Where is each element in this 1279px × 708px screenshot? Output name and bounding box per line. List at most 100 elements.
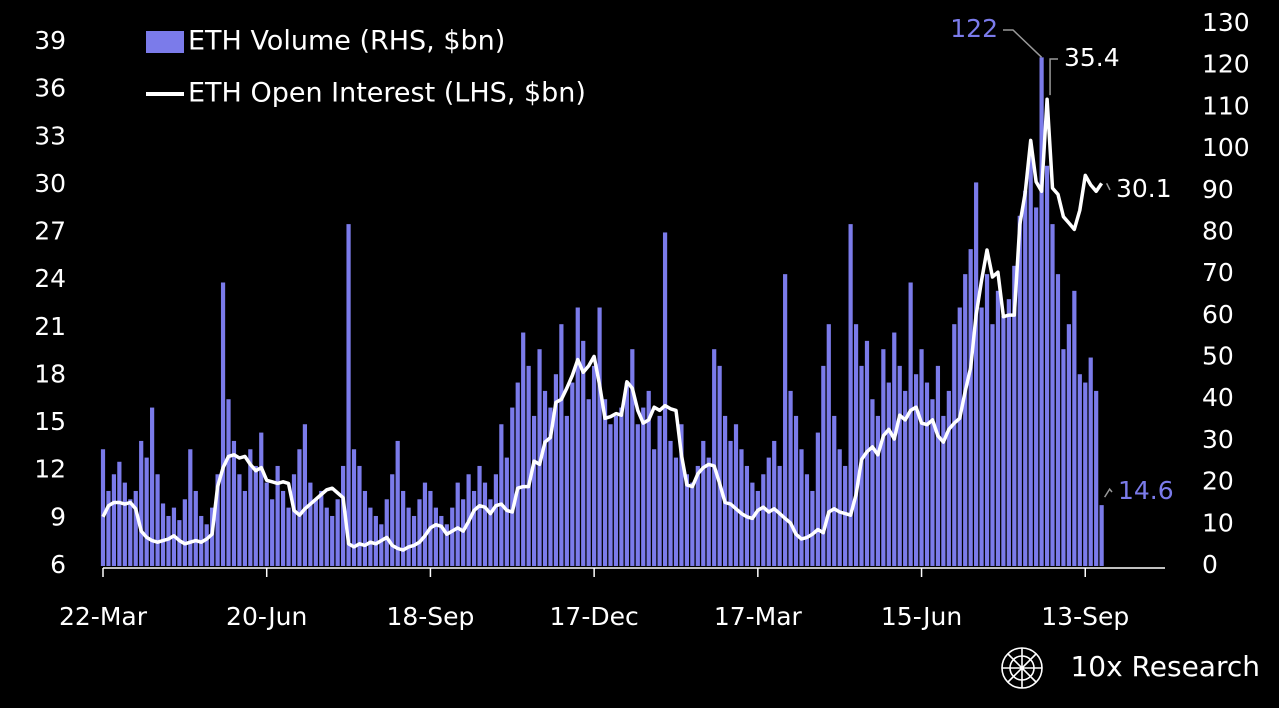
volume-bar [755,490,760,566]
volume-bar [117,461,122,566]
volume-bar [100,449,106,566]
volume-bar [346,224,351,566]
volume-bar [177,520,182,566]
volume-bar [144,457,149,566]
volume-bar [384,499,389,566]
volume-bar [450,507,455,566]
volume-bar [848,224,853,566]
volume-bar [357,465,362,566]
volume-bar [188,449,193,566]
volume-bar [646,390,651,566]
y-tick-label: 6 [50,550,66,579]
volume-bar [444,524,449,566]
volume-bar [619,407,624,566]
volume-bar [837,449,842,566]
volume-bar [652,449,657,566]
volume-bar [193,490,198,566]
volume-bar [477,465,482,566]
volume-bar [1066,324,1071,566]
volume-bar [1099,505,1104,566]
volume-bar [635,424,640,566]
volume-bar [952,324,957,566]
volume-bar [368,507,373,566]
brand-name: 10x Research [1070,650,1260,683]
volume-bar [586,399,591,566]
y2-tick-label: 110 [1202,91,1250,120]
volume-bar [908,282,913,566]
volume-bar [750,482,755,566]
volume-bar [903,390,908,566]
volume-bar [1012,265,1017,566]
volume-bar [548,407,553,566]
volume-bar [313,499,318,566]
volume-bar [684,474,689,566]
volume-bar [433,507,438,566]
volume-bar [330,515,335,566]
volume-bar [471,490,477,566]
y-tick-label: 33 [34,121,66,150]
volume-bar [968,249,973,566]
annotation-label: 35.4 [1064,43,1120,72]
volume-bar [641,407,646,566]
volume-bar [286,507,291,566]
volume-bar [624,382,629,566]
volume-bar [974,182,979,566]
volume-bar [1072,290,1077,566]
volume-bar [248,449,253,566]
volume-bar [853,324,859,566]
volume-bar [886,382,891,566]
volume-bar [422,482,428,566]
volume-bar [761,474,766,566]
volume-bar [935,365,941,566]
volume-bar [1001,315,1006,566]
y2-tick-label: 10 [1202,508,1234,537]
volume-bar [324,507,329,566]
annotation-connector [1105,182,1111,191]
volume-bar [455,482,460,566]
y-tick-label: 39 [34,26,66,55]
y2-tick-label: 50 [1202,342,1234,371]
volume-bar [810,490,815,566]
y-tick-label: 36 [34,74,66,103]
volume-bar [291,474,297,566]
volume-bar [913,374,919,566]
volume-bar [160,503,166,566]
volume-bar [319,490,324,566]
x-tick-label: 22-Mar [59,602,148,631]
legend-label: ETH Volume (RHS, $bn) [188,26,505,57]
volume-bar [690,482,695,566]
annotation-connector [1049,58,1058,96]
volume-bar [308,482,313,566]
volume-bar [542,390,548,566]
y2-tick-label: 120 [1202,50,1250,79]
volume-bar [788,390,793,566]
x-tick-label: 17-Mar [714,602,803,631]
volume-bar [673,457,679,566]
volume-bar [106,490,111,566]
annotation-connector [1103,487,1113,498]
volume-bar [253,465,258,566]
volume-bar [717,365,722,566]
x-tick-label: 15-Jun [881,602,962,631]
y2-tick-label: 70 [1202,258,1234,287]
volume-bar [220,282,226,566]
volume-bar [302,424,308,566]
volume-bar [297,449,302,566]
volume-bar [526,365,531,566]
volume-bar [139,440,144,566]
volume-bar [395,440,400,566]
volume-bar [793,415,799,566]
volume-bar [264,482,269,566]
volume-bar [870,399,875,566]
volume-bar [341,465,346,566]
volume-bar [668,440,673,566]
y2-tick-label: 60 [1202,300,1234,329]
volume-bar [608,424,613,566]
volume-bar [515,382,520,566]
volume-bar [1055,274,1061,566]
y-tick-label: 21 [34,312,66,341]
volume-bar [930,399,935,566]
volume-bar [832,415,837,566]
